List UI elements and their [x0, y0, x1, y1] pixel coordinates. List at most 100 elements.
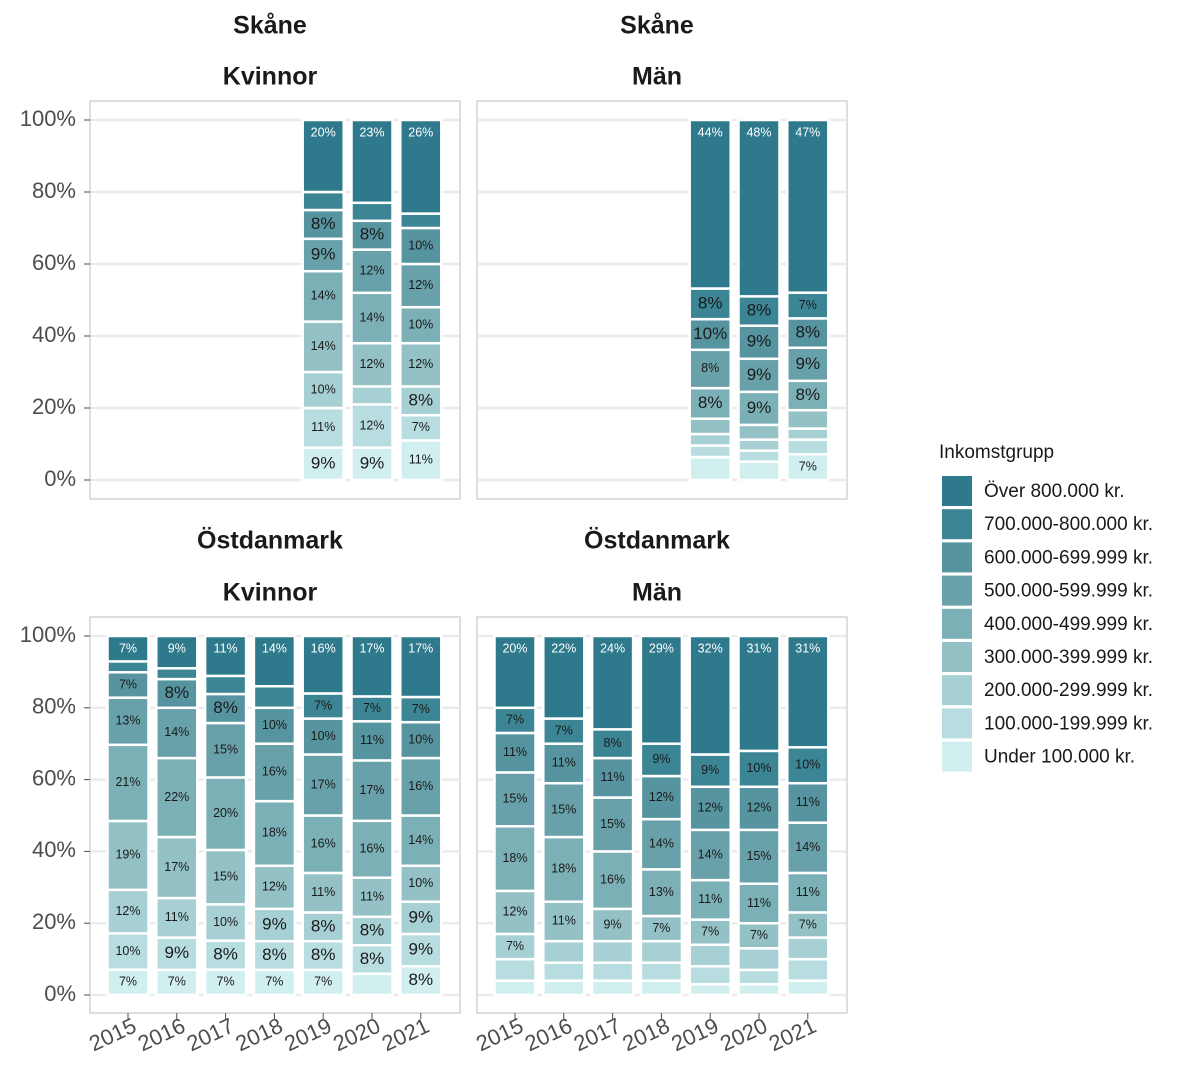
bar-segment [155, 756, 199, 839]
bar-segment [399, 212, 443, 230]
data-label: 7% [119, 677, 137, 691]
bar-segment [203, 692, 248, 725]
data-label: 29% [649, 641, 674, 655]
bar-segment [590, 850, 635, 911]
data-label: 16% [311, 641, 336, 655]
data-label: 7% [799, 459, 817, 473]
bar-segment [737, 882, 781, 925]
bar-segment [155, 936, 199, 972]
data-label: 15% [502, 792, 527, 806]
data-label: 11% [796, 885, 820, 899]
bar-segment [590, 796, 635, 853]
data-label: 11% [311, 885, 335, 899]
data-label: 15% [746, 849, 771, 863]
data-label: 18% [551, 862, 576, 876]
bar-segment [786, 936, 830, 961]
legend-label: 100.000-199.999 kr. [984, 713, 1153, 734]
data-label: 15% [600, 817, 625, 831]
data-label: 12% [115, 904, 140, 918]
data-label: 17% [359, 783, 384, 797]
bar-segment [737, 295, 781, 327]
x-tick-label: 2019 [667, 1013, 722, 1056]
data-label: 9% [409, 940, 434, 959]
bar-segment [155, 667, 199, 681]
data-label: 47% [795, 125, 820, 139]
data-label: 10% [408, 238, 433, 252]
x-tick-label: 2019 [280, 1013, 335, 1056]
data-label: 7% [412, 702, 430, 716]
bar-segment [350, 720, 394, 762]
bar-segment [350, 219, 394, 251]
bar-segment [737, 357, 781, 394]
bar-segment [301, 911, 345, 943]
data-label: 10% [115, 944, 140, 958]
x-tick-label: 2018 [619, 1013, 674, 1056]
data-label: 16% [262, 765, 287, 779]
bar-segment [493, 979, 537, 997]
data-label: 15% [213, 869, 238, 883]
data-label: 8% [698, 393, 723, 412]
bar-segment [301, 753, 345, 817]
data-label: 11% [311, 420, 335, 434]
panel-4: Östdanmark Män 201520162017201820192020202… [472, 526, 848, 1056]
bar-segment [301, 208, 345, 241]
data-label: 7% [799, 917, 817, 931]
data-label: 7% [314, 975, 332, 989]
bar-segment [737, 968, 781, 986]
bar-segment [737, 828, 781, 885]
data-label: 48% [746, 125, 771, 139]
bar-segment [737, 749, 781, 789]
x-tick-label: 2017 [183, 1013, 238, 1056]
x-tick-label: 2021 [378, 1013, 433, 1056]
data-label: 12% [408, 357, 433, 371]
data-label: 14% [311, 339, 336, 353]
bar-segment [688, 432, 732, 447]
data-label: 18% [262, 826, 287, 840]
bar-segment [399, 118, 443, 215]
data-label: 22% [551, 641, 576, 655]
data-label: 20% [213, 806, 238, 820]
legend-swatch [942, 509, 972, 540]
data-label: 7% [750, 928, 768, 942]
bar-segment [106, 819, 150, 892]
bar-segment [252, 799, 297, 868]
bar-segment [350, 403, 394, 449]
bar-segment [786, 346, 830, 383]
data-label: 7% [168, 975, 186, 989]
data-label: 12% [649, 790, 674, 804]
bar-segment [737, 438, 781, 452]
bar-segment [737, 118, 781, 298]
bar-segment [688, 982, 732, 997]
data-label: 9% [165, 943, 190, 962]
data-label: 12% [262, 880, 287, 894]
x-tick-label: 2021 [765, 1013, 820, 1056]
bar-segment [639, 939, 684, 964]
bar-segment [737, 982, 781, 997]
data-label: 8% [796, 385, 821, 404]
bar-segment [737, 449, 781, 463]
data-label: 7% [412, 420, 430, 434]
data-label: 7% [799, 298, 817, 312]
data-label: 9% [796, 354, 821, 373]
data-label: 8% [604, 736, 622, 750]
data-label: 7% [652, 921, 670, 935]
bar-segment [786, 438, 830, 456]
data-label: 11% [747, 896, 771, 910]
data-label: 10% [795, 758, 820, 772]
y-tick-label: 60% [32, 765, 76, 790]
legend-label: 600.000-699.999 kr. [984, 547, 1153, 568]
legend-swatch [942, 608, 972, 639]
x-tick-label: 2017 [570, 1013, 625, 1056]
data-label: 7% [119, 975, 137, 989]
x-tick-label: 2015 [472, 1013, 527, 1056]
data-label: 8% [165, 683, 190, 702]
data-label: 15% [551, 802, 576, 816]
legend-title: Inkomstgrupp [939, 442, 1054, 463]
bar-segment [203, 634, 248, 678]
data-label: 26% [408, 125, 433, 139]
bar-segment [252, 864, 297, 911]
data-label: 9% [747, 365, 772, 384]
data-label: 11% [360, 890, 384, 904]
data-label: 10% [693, 324, 727, 343]
bar-segment [203, 776, 248, 852]
